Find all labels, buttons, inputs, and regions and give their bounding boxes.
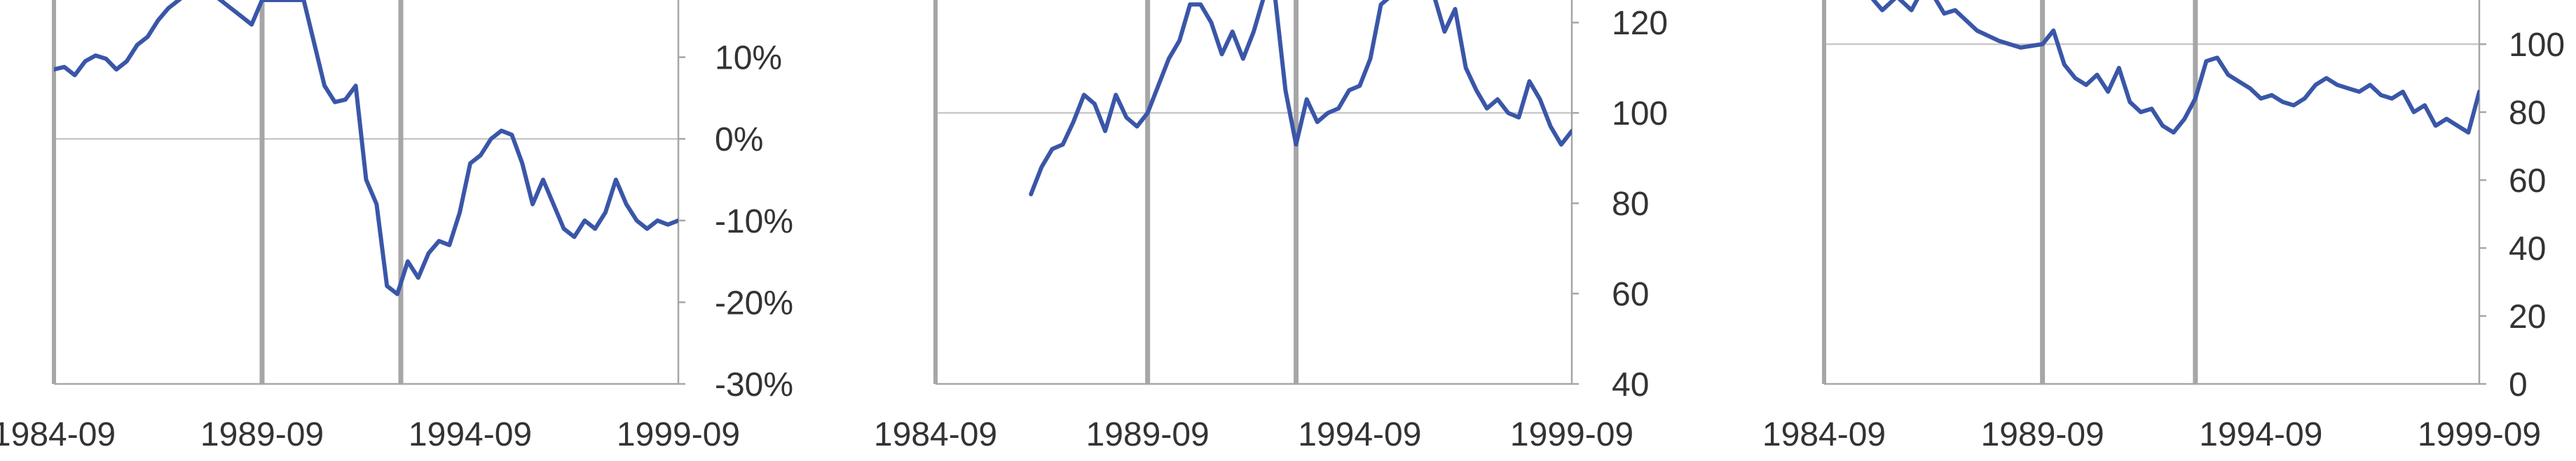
chart-panel-1: 10% 0% -10% -20% -30% 1984-09 1989-09 1994-09 19… <box>0 0 793 453</box>
x-tick-label: 1999-09 <box>2418 416 2541 453</box>
x-tick-label: 1989-09 <box>200 416 324 453</box>
y-tick-label: 40 <box>2509 230 2546 268</box>
x-tick-label: 1984-09 <box>0 416 116 453</box>
y-tick-label: -10% <box>715 203 793 240</box>
y-tick-label: 100 <box>2509 27 2565 64</box>
x-tick-label: 1984-09 <box>1762 416 1886 453</box>
y-tick-label: 100 <box>1612 95 1668 132</box>
x-tick-label: 1994-09 <box>1298 416 1421 453</box>
x-tick-label: 1994-09 <box>2199 416 2322 453</box>
y-tick-label: 0 <box>2509 366 2528 404</box>
series-line-1 <box>54 0 678 296</box>
x-tick-label: 1994-09 <box>409 416 532 453</box>
y-tick-label: 60 <box>1612 276 1649 313</box>
y-tick-label: 80 <box>1612 186 1649 223</box>
x-tick-label: 1999-09 <box>617 416 740 453</box>
x-tick-label: 1999-09 <box>1510 416 1633 453</box>
x-tick-label: 1984-09 <box>874 416 997 453</box>
y-tick-label: 80 <box>2509 95 2546 132</box>
y-tick-label: 60 <box>2509 163 2546 200</box>
y-tick-label: 20 <box>2509 298 2546 336</box>
x-tick-label: 1989-09 <box>1086 416 1210 453</box>
y-tick-label: 40 <box>1612 366 1649 404</box>
y-tick-label: 120 <box>1612 5 1668 42</box>
series-line-1 <box>1870 0 2479 135</box>
chart-panel-3: 100 80 60 40 20 0 1984-09 1989-09 1994-09 1999-09 <box>1762 0 2565 453</box>
y-tick-label: -30% <box>715 366 793 404</box>
series-line-1 <box>1029 0 1572 197</box>
chart-panel-2: 120 100 80 60 40 1984-09 1989-09 1994-09 1999-09 <box>874 0 1668 453</box>
y-tick-label: 0% <box>715 121 763 158</box>
x-tick-label: 1989-09 <box>1981 416 2104 453</box>
y-tick-label: -20% <box>715 284 793 322</box>
y-tick-label: 10% <box>715 40 782 77</box>
